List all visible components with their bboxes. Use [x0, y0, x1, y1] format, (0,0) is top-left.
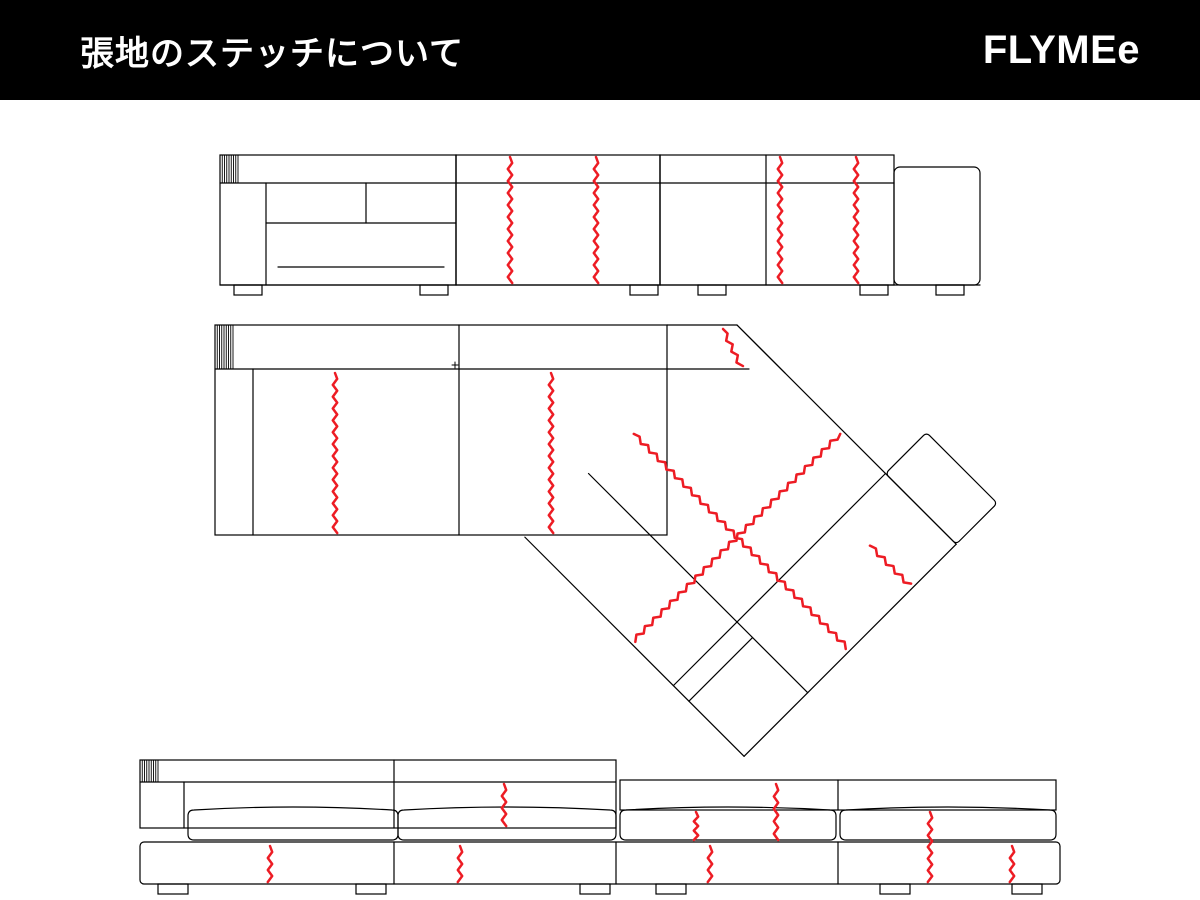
page-title: 張地のステッチについて — [80, 26, 464, 75]
sofa-diagram-svg — [0, 100, 1200, 900]
brand-logo: FLYMEe — [983, 28, 1140, 73]
view-back — [220, 155, 980, 295]
view-front — [140, 760, 1060, 894]
header-bar: 張地のステッチについて FLYMEe — [0, 0, 1200, 100]
view-top — [215, 284, 997, 756]
diagram-canvas — [0, 100, 1200, 900]
